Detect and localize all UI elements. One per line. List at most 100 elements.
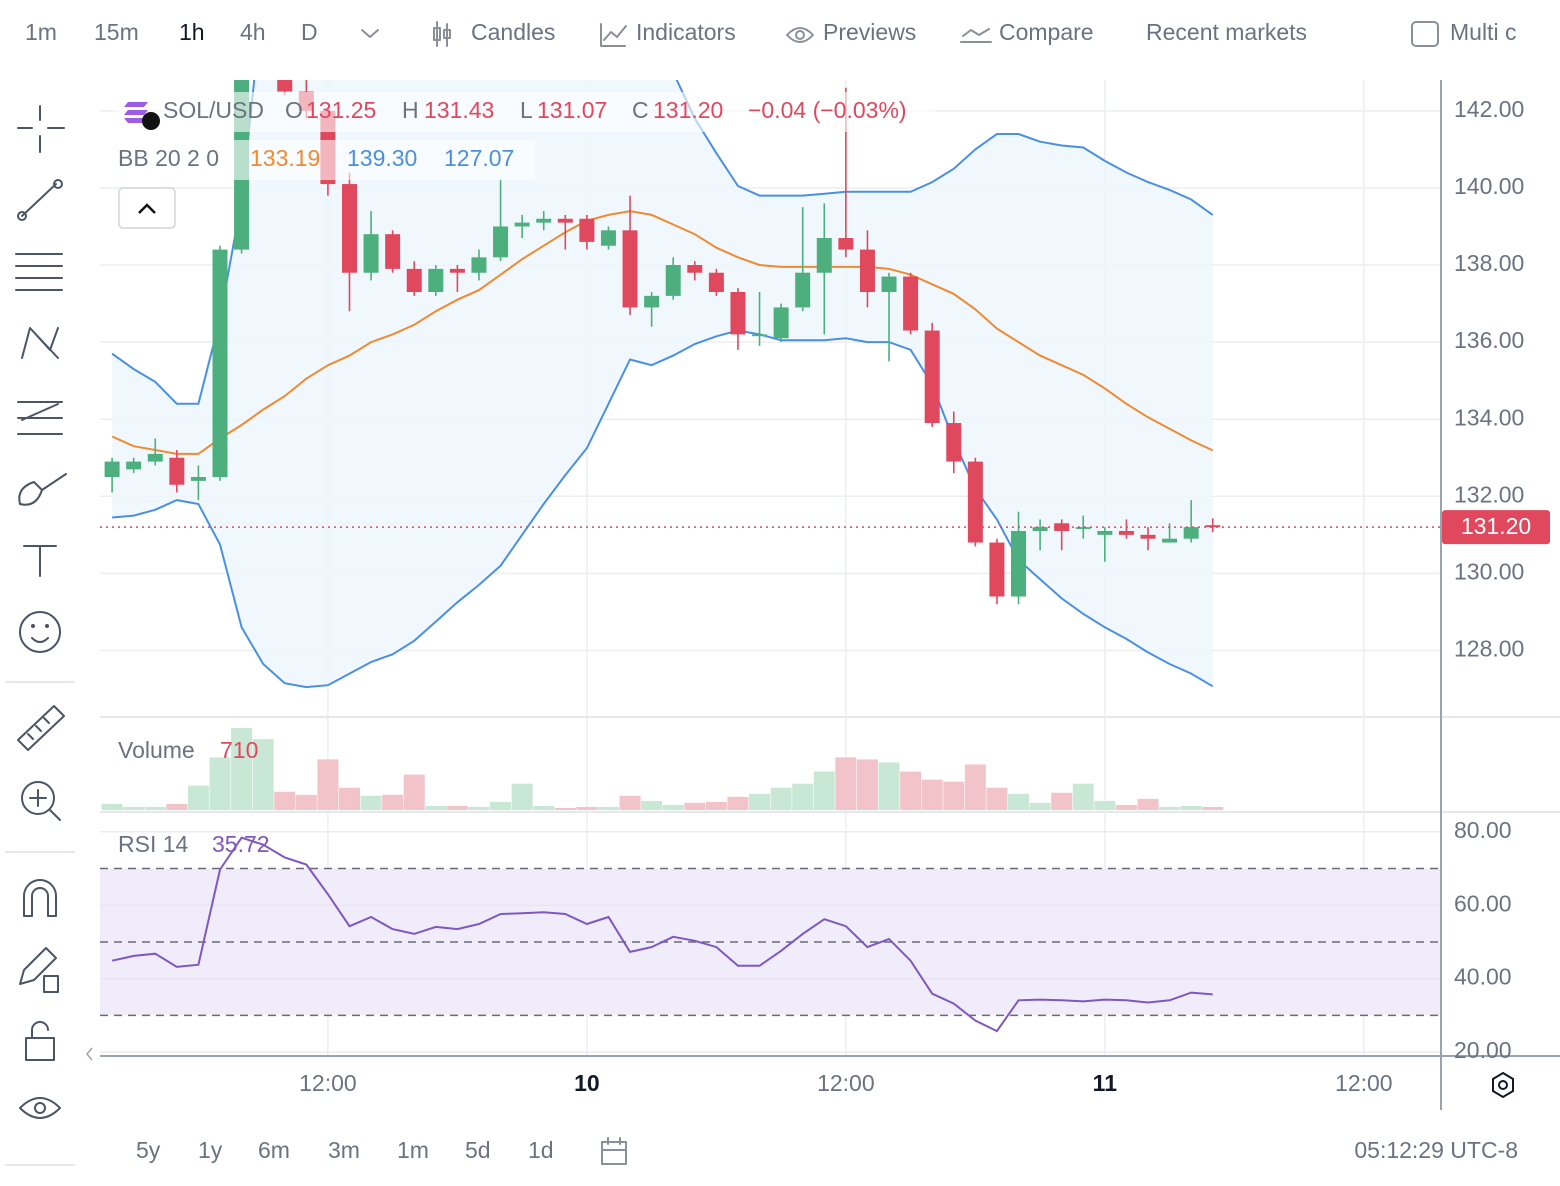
y-tick-label: 40.00 (1454, 964, 1512, 990)
volume-bar (921, 779, 943, 810)
settings-icon[interactable] (1492, 1071, 1514, 1099)
candle-body (881, 276, 897, 292)
interval[interactable]: 4h (240, 19, 266, 45)
fib-tool[interactable] (17, 401, 63, 435)
volume-bar (1180, 805, 1202, 810)
channel-tool[interactable] (15, 253, 63, 291)
candle-body (644, 295, 660, 308)
crosshair-tool[interactable] (17, 105, 65, 153)
y-tick-label: 138.00 (1454, 250, 1524, 276)
range-button[interactable]: 5y (136, 1137, 161, 1163)
candle-body (449, 268, 465, 273)
candle-body (730, 292, 746, 335)
candle-body (406, 268, 422, 292)
legend-value: 131.20 (653, 97, 723, 123)
volume-bar (209, 757, 231, 810)
symbol-icon (124, 102, 148, 123)
volume-bar (856, 759, 878, 810)
interval[interactable]: 15m (94, 19, 139, 45)
volume-bar (123, 806, 145, 810)
candle-body (212, 249, 228, 478)
volume-bar (576, 806, 598, 810)
price-tag-label: 131.20 (1461, 513, 1531, 539)
volume-bar (187, 785, 209, 810)
volume-bar (1051, 792, 1073, 810)
lock-tool[interactable] (25, 1021, 55, 1061)
interval-menu[interactable] (361, 29, 379, 38)
candle-body (126, 461, 142, 470)
volume-bar (101, 803, 123, 810)
volume-bar (1008, 793, 1030, 810)
x-tick-label: 11 (1093, 1070, 1118, 1096)
volume-bar (511, 783, 533, 810)
candle-body (1162, 538, 1178, 543)
visibility-tool[interactable] (19, 1097, 61, 1119)
indicator-line (111, 210, 1214, 455)
candle-body (428, 268, 444, 292)
brush-tool[interactable] (18, 473, 67, 506)
toolbar-button[interactable]: Recent markets (1146, 19, 1307, 45)
magnet-tool[interactable] (23, 879, 57, 917)
candle-body (1097, 530, 1113, 535)
toolbar-button[interactable]: Indicators (636, 19, 736, 45)
candle-body (924, 330, 940, 424)
toolbar-button[interactable]: Compare (999, 19, 1094, 45)
range-button[interactable]: 1d (528, 1137, 554, 1163)
candles-icon (433, 21, 451, 47)
legend-key: L (520, 97, 533, 123)
toolbar-button[interactable]: Previews (823, 19, 916, 45)
volume-bar (1029, 802, 1051, 810)
interval[interactable]: 1m (25, 19, 57, 45)
toolbar-button[interactable]: Multi c (1450, 19, 1516, 45)
collapse-arrow[interactable] (86, 1047, 93, 1061)
candle-body (514, 222, 530, 227)
candle-body (1183, 527, 1199, 539)
candle-body (1205, 525, 1221, 528)
candle-body (536, 218, 552, 223)
text-tool[interactable] (23, 545, 57, 577)
toolbar-button[interactable]: Candles (471, 19, 555, 45)
lock-drawing-tool[interactable] (19, 947, 59, 993)
x-tick-label: 10 (574, 1070, 600, 1096)
range-button[interactable]: 6m (258, 1137, 290, 1163)
panel-title: RSI 14 (118, 831, 189, 857)
y-tick-label: 60.00 (1454, 890, 1512, 916)
price-tag (1442, 510, 1550, 545)
range-button[interactable]: 1m (397, 1137, 429, 1163)
volume-bar (554, 807, 576, 810)
range-button[interactable]: 5d (465, 1137, 491, 1163)
y-tick-label: 140.00 (1454, 173, 1524, 199)
date-range-icon[interactable] (601, 1137, 627, 1165)
volume-bar (900, 771, 922, 810)
candle-body (363, 234, 379, 273)
volume-bar (533, 805, 555, 810)
volume-bar (619, 795, 641, 810)
checkbox[interactable] (1411, 21, 1439, 47)
candle-body (169, 457, 185, 485)
ruler-tool[interactable] (17, 705, 65, 751)
pattern-tool[interactable] (21, 327, 59, 359)
collapse-button[interactable] (118, 187, 176, 229)
emoji-tool[interactable] (19, 611, 61, 653)
volume-bar (964, 764, 986, 810)
candle-body (147, 453, 163, 462)
zoom-tool[interactable] (21, 781, 61, 821)
volume-bar (835, 757, 857, 810)
x-tick-label: 12:00 (817, 1070, 875, 1096)
line-tool[interactable] (17, 179, 63, 221)
bottom-toolbar: 5y 1y 6m 3m 1m 5d 1d 05:12:29 UTC-8 (136, 1137, 1518, 1165)
candle-body (622, 230, 638, 308)
candle-body (665, 265, 681, 296)
range-button[interactable]: 1y (198, 1137, 223, 1163)
interval[interactable]: D (301, 19, 318, 45)
emoji-eye (45, 624, 49, 628)
candle-body (471, 257, 487, 273)
volume-bar (943, 781, 965, 810)
x-tick-label: 12:00 (1335, 1070, 1393, 1096)
range-button[interactable]: 3m (328, 1137, 360, 1163)
interval-active[interactable]: 1h (179, 19, 205, 45)
candle-body (341, 184, 357, 273)
legend-background (115, 92, 935, 132)
candle-body (1011, 530, 1027, 597)
